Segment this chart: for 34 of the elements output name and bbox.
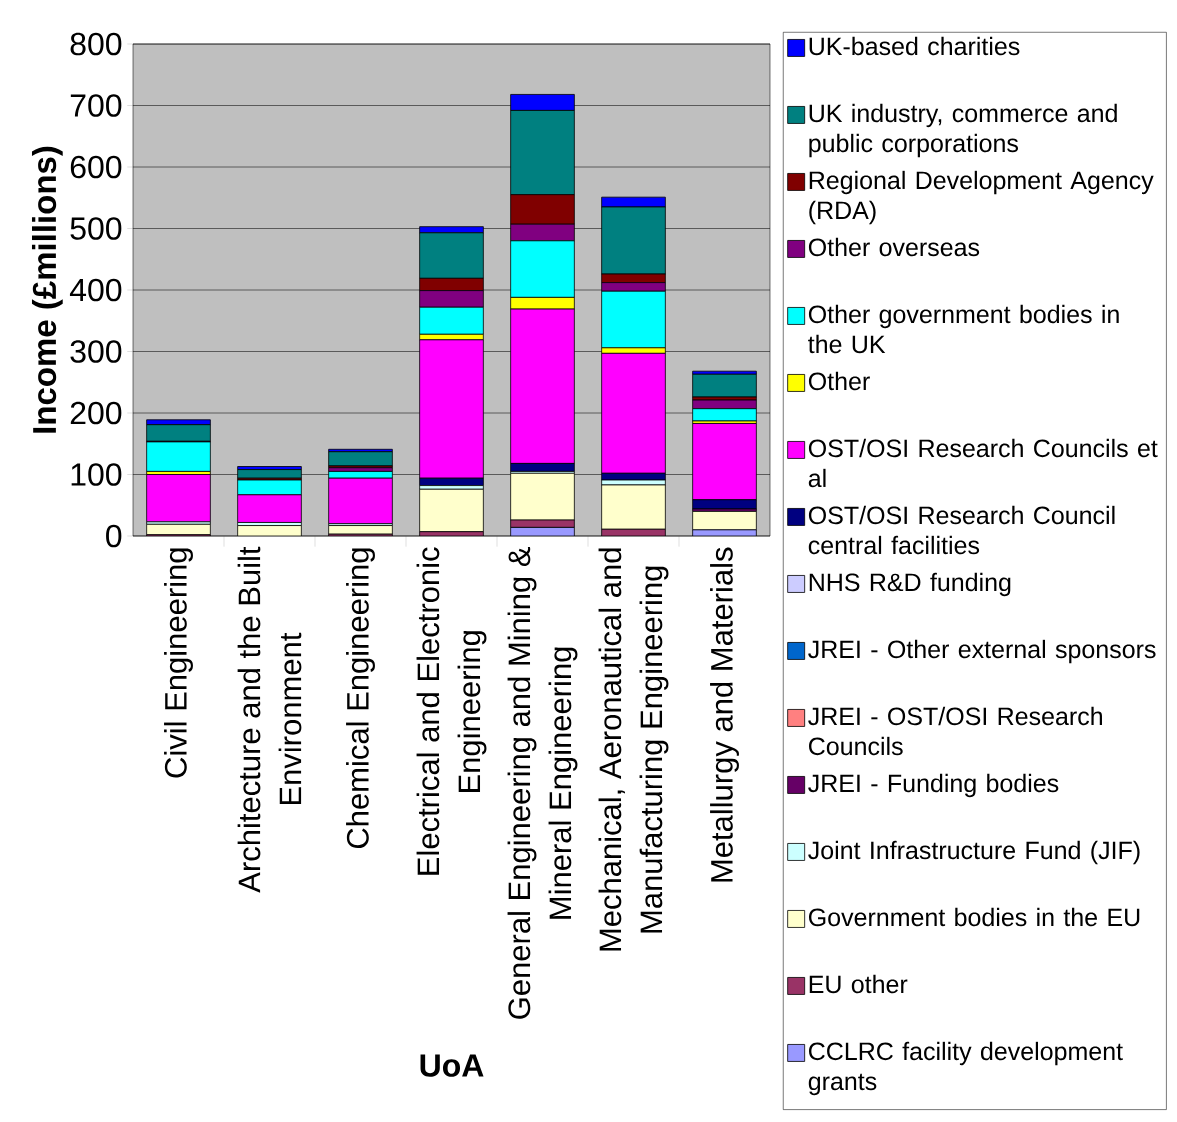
y-axis-title: Income (£millions) xyxy=(31,146,63,433)
x-tick-label: Chemical Engineering xyxy=(346,548,375,849)
legend-label: OST/OSI Research Councils et al xyxy=(808,438,1158,488)
legend-label: Other government bodies in the UK xyxy=(808,304,1119,354)
legend-label: EU other xyxy=(809,974,908,994)
y-tick-label: 800 xyxy=(70,32,122,56)
legend-label: UK industry, commerce and public corporations xyxy=(809,103,1117,158)
legend-label: UK-based charities xyxy=(809,36,1020,56)
y-tick-label: 200 xyxy=(70,401,122,425)
x-tick-label: General Engineering and Mining & Mineral Engineering xyxy=(507,547,578,1019)
y-tick-label: 300 xyxy=(70,340,122,363)
x-tick-label: Mechanical, Aeronautical and Manufacturing Engineering xyxy=(598,548,669,951)
x-tick-label: Electrical and Electronic Engineering xyxy=(416,547,487,875)
legend-label: NHS R&D funding xyxy=(809,572,1011,597)
y-tick-label: 400 xyxy=(69,278,122,302)
legend-label: Regional Development Agency (RDA) xyxy=(809,170,1154,225)
y-tick-label: 700 xyxy=(70,94,122,117)
y-tick-label: 500 xyxy=(70,217,122,240)
y-tick-label: 600 xyxy=(70,155,122,179)
legend-label: OST/OSI Research Council central facilities xyxy=(808,505,1115,555)
x-axis-title: UoA xyxy=(420,1054,484,1077)
legend-label: JREI - Funding bodies xyxy=(808,773,1059,798)
y-tick-label: 100 xyxy=(71,463,122,486)
x-tick-label: Metallurgy and Materials xyxy=(710,547,739,882)
legend-label: Government bodies in the EU xyxy=(808,907,1140,927)
legend-label: CCLRC facility development grants xyxy=(808,1041,1123,1096)
legend-label: JREI - OST/OSI Research Councils xyxy=(808,706,1102,756)
legend-label: JREI - Other external sponsors xyxy=(808,639,1156,664)
legend-label: Other overseas xyxy=(808,237,980,257)
y-tick-label: 0 xyxy=(106,524,122,548)
legend-label: Other xyxy=(808,371,870,391)
x-tick-label: Architecture and the Built Environment xyxy=(237,546,302,893)
x-tick-label: Civil Engineering xyxy=(164,548,193,778)
legend-label: Joint Infrastructure Fund (JIF) xyxy=(808,840,1140,865)
